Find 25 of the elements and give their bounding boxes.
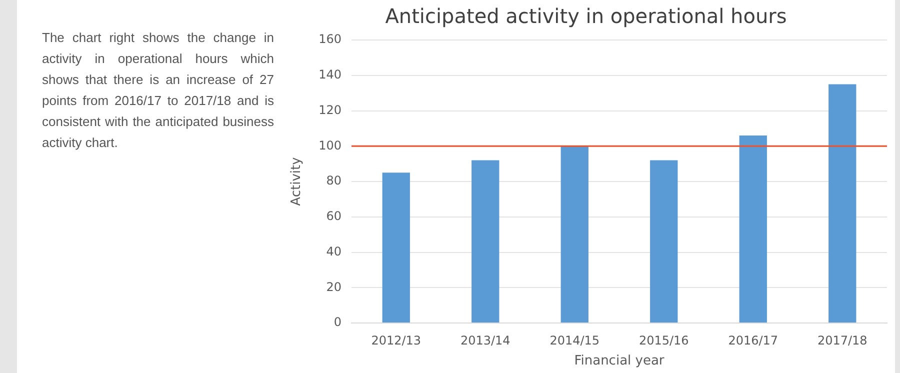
bar <box>560 146 588 322</box>
y-tick-label: 60 <box>326 209 342 223</box>
chart-title: Anticipated activity in operational hours <box>385 4 787 28</box>
bar <box>382 172 410 322</box>
y-tick-label: 80 <box>326 174 342 188</box>
bar <box>828 84 856 322</box>
y-tick-label: 140 <box>318 68 342 82</box>
y-tick-label: 160 <box>318 32 342 46</box>
x-tick-label: 2017/18 <box>817 333 868 348</box>
y-tick-label: 20 <box>326 280 342 294</box>
y-tick-label: 40 <box>326 244 342 258</box>
x-tick-label: 2015/16 <box>638 333 689 348</box>
y-tick-label: 120 <box>318 102 342 117</box>
y-tick-label: 0 <box>334 315 342 330</box>
y-tick-label: 100 <box>318 138 342 152</box>
x-axis-title: Financial year <box>574 354 665 369</box>
x-tick-label: 2013/14 <box>460 333 510 348</box>
y-axis-title: Activity <box>289 156 304 206</box>
text: The chart right shows the change in activity in operational hours which shows that there is an increase of 27 points from 2016/17 to 2017/18 and is consistent with the anticipated business activity chart. <box>42 29 274 152</box>
bar <box>739 136 767 322</box>
x-tick-label: 2016/17 <box>728 333 778 348</box>
bar <box>650 160 678 322</box>
x-tick-label: 2012/13 <box>371 333 422 348</box>
x-tick-label: 2014/15 <box>550 333 600 348</box>
bar <box>472 160 500 322</box>
